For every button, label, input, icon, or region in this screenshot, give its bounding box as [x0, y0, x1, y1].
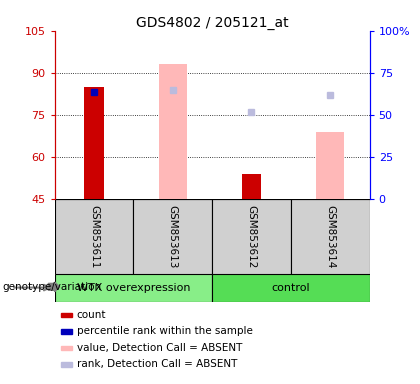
Text: genotype/variation: genotype/variation [2, 282, 101, 292]
Bar [212, 273, 370, 301]
Bar [61, 313, 72, 317]
Text: WTX overexpression: WTX overexpression [76, 283, 190, 293]
Text: GSM853612: GSM853612 [247, 205, 257, 268]
Text: percentile rank within the sample: percentile rank within the sample [77, 326, 252, 336]
Bar [241, 174, 261, 199]
Bar [134, 199, 212, 273]
Text: GSM853614: GSM853614 [325, 205, 335, 268]
Bar [61, 362, 72, 367]
Text: GSM853613: GSM853613 [168, 205, 178, 268]
FancyArrow shape [48, 282, 60, 292]
Bar [55, 273, 212, 301]
Text: GSM853611: GSM853611 [89, 205, 99, 268]
Bar [316, 132, 344, 199]
Bar [212, 199, 291, 273]
Bar [55, 199, 134, 273]
Bar [84, 87, 104, 199]
Text: value, Detection Call = ABSENT: value, Detection Call = ABSENT [77, 343, 242, 353]
Text: control: control [272, 283, 310, 293]
Text: rank, Detection Call = ABSENT: rank, Detection Call = ABSENT [77, 359, 237, 369]
Text: count: count [77, 310, 106, 320]
Title: GDS4802 / 205121_at: GDS4802 / 205121_at [136, 16, 289, 30]
Bar [61, 346, 72, 350]
Bar [159, 65, 186, 199]
Bar [291, 199, 370, 273]
Bar [61, 329, 72, 334]
